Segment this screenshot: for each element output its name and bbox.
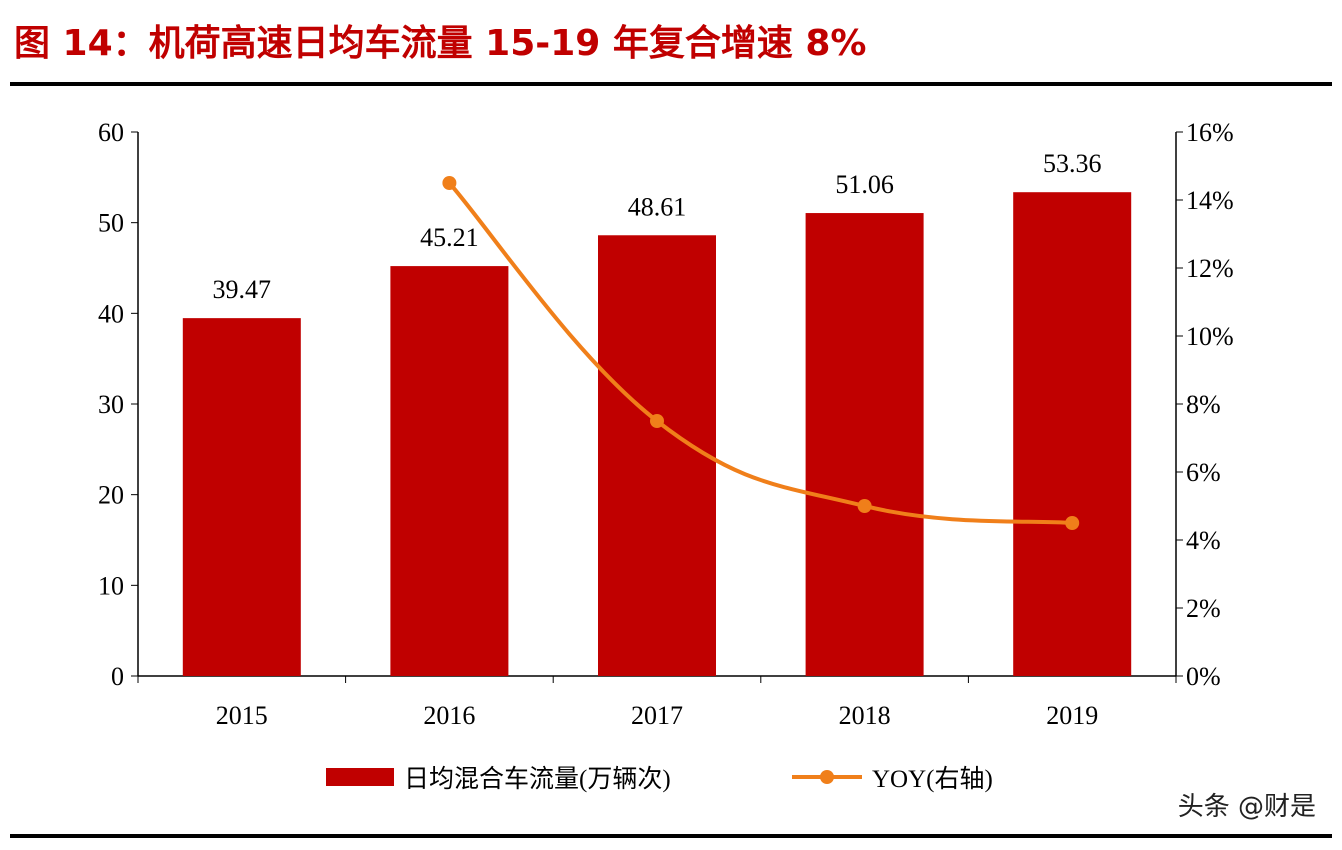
x-tick-label: 2019 [1046, 701, 1098, 730]
x-tick-label: 2017 [631, 701, 683, 730]
watermark: 头条 @财是 [1177, 792, 1316, 822]
right-tick-label: 8% [1186, 390, 1221, 419]
chart-title: 图 14：机荷高速日均车流量 15-19 年复合增速 8% [14, 23, 867, 64]
bottom-rule [10, 834, 1332, 838]
bar-2019 [1013, 192, 1132, 676]
yoy-line [447, 181, 1073, 525]
bar-2017 [598, 235, 716, 676]
legend-bar-swatch [326, 768, 394, 786]
right-tick-label: 4% [1186, 526, 1221, 555]
yoy-point [650, 414, 664, 428]
yoy-point [857, 499, 872, 513]
left-tick-label: 20 [98, 481, 124, 510]
right-tick-label: 12% [1186, 254, 1234, 283]
top-rule [10, 82, 1332, 86]
bar-2015 [182, 318, 301, 676]
left-tick-label: 50 [98, 209, 124, 238]
legend-line-marker [820, 770, 834, 784]
right-tick-label: 6% [1186, 458, 1221, 487]
left-tick-label: 0 [111, 662, 124, 691]
legend-line-label: YOY(右轴) [872, 765, 993, 793]
x-tick-label: 2016 [423, 701, 475, 730]
bar-2016 [390, 266, 509, 676]
x-tick-label: 2015 [216, 701, 268, 730]
bar-2018 [805, 213, 924, 676]
x-tick-label: 2018 [839, 701, 891, 730]
left-tick-label: 40 [98, 299, 124, 328]
right-tick-label: 16% [1186, 118, 1234, 147]
right-tick-label: 2% [1186, 594, 1221, 623]
yoy-point [1065, 516, 1080, 530]
bar-data-label: 53.36 [1043, 149, 1102, 178]
legend-bar-label: 日均混合车流量(万辆次) [404, 765, 671, 793]
right-tick-label: 10% [1186, 322, 1234, 351]
left-tick-label: 30 [98, 390, 124, 419]
right-tick-label: 14% [1186, 186, 1234, 215]
right-tick-label: 0% [1186, 662, 1221, 691]
left-tick-label: 10 [98, 571, 124, 600]
bar-data-label: 39.47 [213, 275, 272, 304]
left-tick-label: 60 [98, 118, 124, 147]
bar-data-label: 48.61 [628, 192, 687, 221]
bar-data-label: 45.21 [420, 223, 479, 252]
yoy-point [442, 176, 457, 190]
bar-data-label: 51.06 [835, 170, 894, 199]
